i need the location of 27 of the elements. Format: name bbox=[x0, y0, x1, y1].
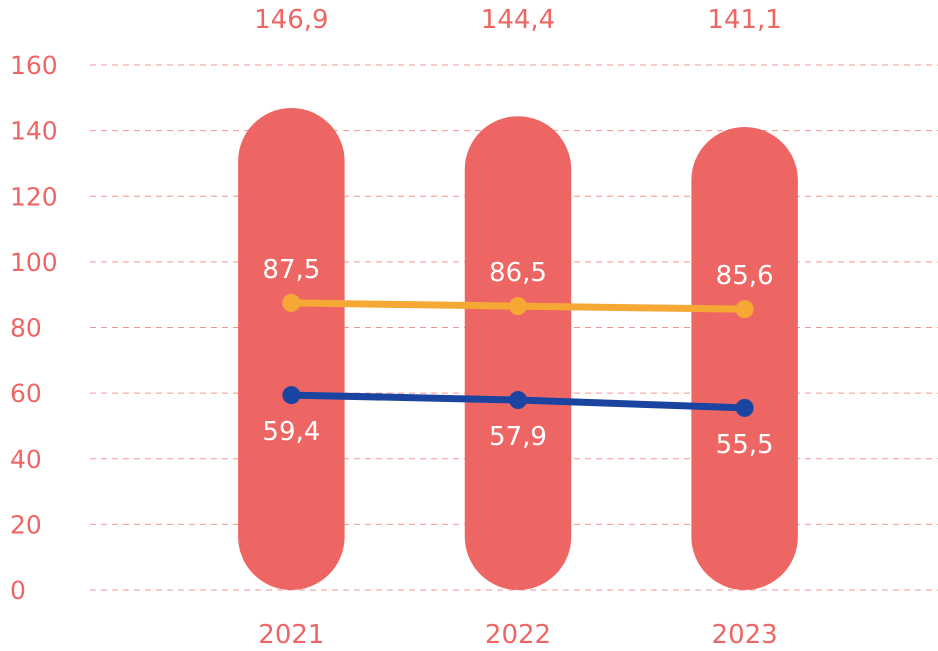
data-label: 59,4 bbox=[262, 417, 320, 448]
y-tick-label: 60 bbox=[10, 379, 42, 408]
y-tick-label: 40 bbox=[10, 444, 42, 474]
y-tick-label: 0 bbox=[10, 576, 26, 605]
data-label: 57,9 bbox=[489, 422, 547, 452]
data-label: 85,6 bbox=[716, 261, 774, 292]
x-tick-label: 2022 bbox=[484, 620, 552, 650]
data-label: 86,5 bbox=[489, 258, 547, 288]
data-label: 87,5 bbox=[262, 254, 320, 285]
data-label: 146,9 bbox=[254, 5, 329, 35]
x-tick-label: 2023 bbox=[712, 620, 778, 650]
y-tick-label: 80 bbox=[10, 314, 42, 342]
data-label: 141,1 bbox=[707, 5, 782, 35]
point bbox=[736, 300, 754, 318]
point bbox=[509, 391, 527, 410]
point bbox=[282, 386, 300, 404]
point bbox=[282, 294, 300, 312]
y-tick-label: 160 bbox=[10, 51, 58, 80]
y-tick-label: 20 bbox=[10, 510, 42, 540]
data-label: 55,5 bbox=[716, 430, 774, 460]
y-tick-label: 100 bbox=[10, 248, 58, 277]
y-tick-label: 140 bbox=[10, 116, 58, 146]
x-tick-label: 2021 bbox=[258, 620, 324, 650]
point bbox=[509, 297, 527, 316]
point bbox=[736, 398, 754, 417]
y-tick-label: 120 bbox=[10, 182, 58, 212]
data-label: 144,4 bbox=[480, 5, 556, 35]
